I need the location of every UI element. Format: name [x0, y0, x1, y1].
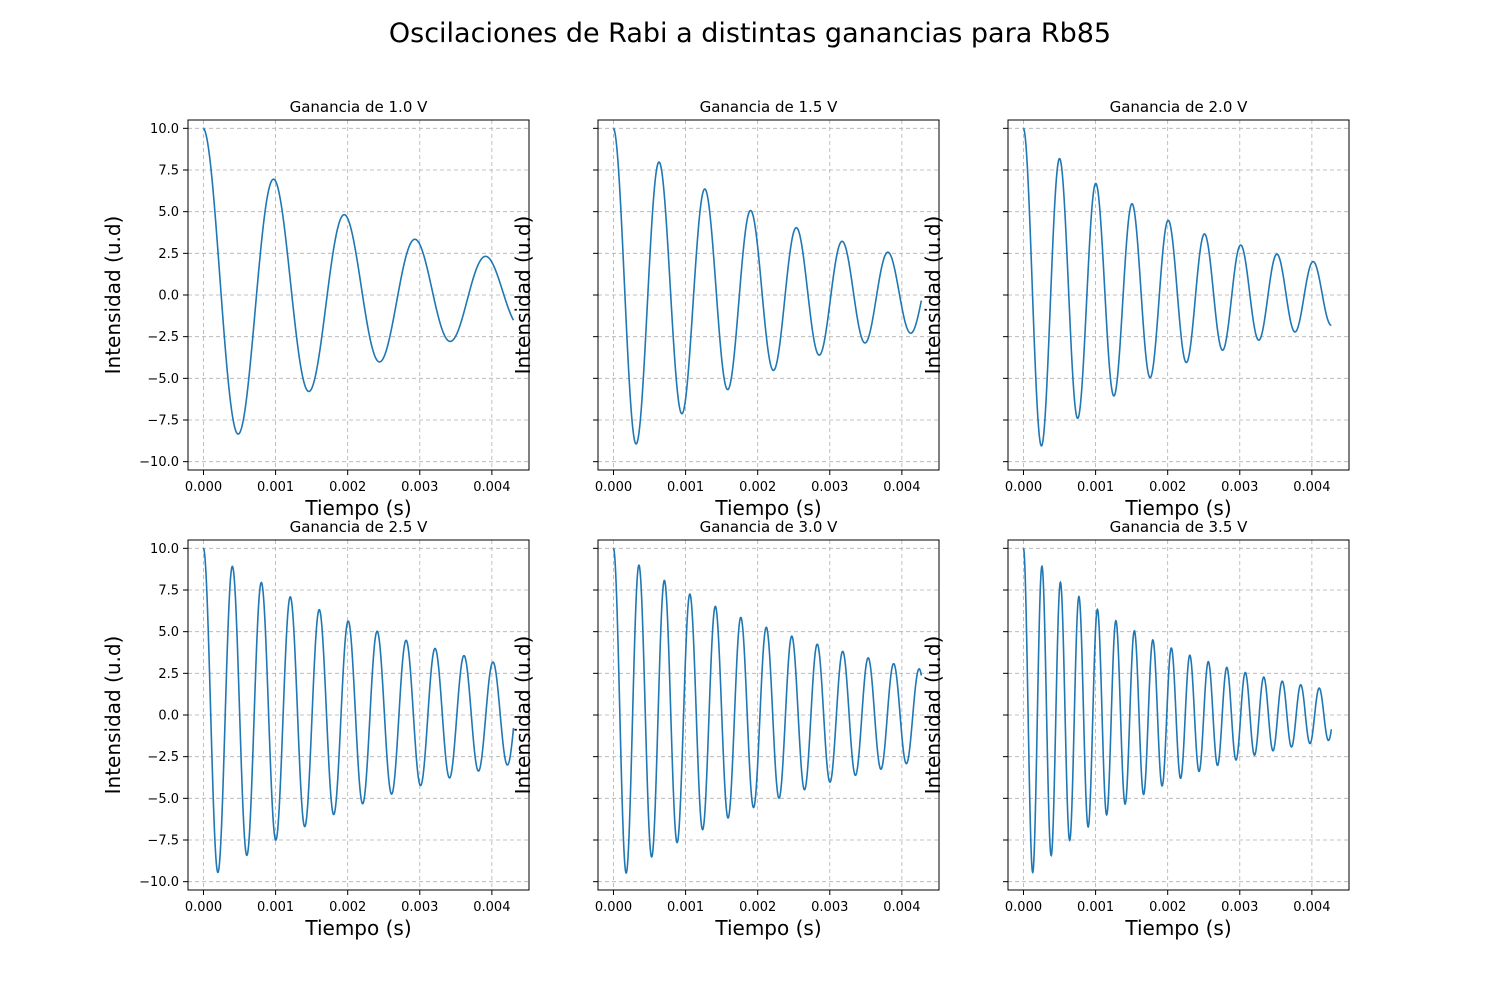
x-tick-label: 0.000 — [595, 900, 632, 915]
subplot-3: 0.000 0.001 0.002 0.003 0.004 Ganancia de 2.0… — [921, 98, 1350, 520]
y-axis-label: Intensidad (u.d) — [511, 216, 535, 375]
subplot-title: Ganancia de 2.0 V — [1110, 98, 1249, 116]
x-tick-label: 0.003 — [401, 900, 438, 915]
x-tick-label: 0.002 — [1149, 900, 1186, 915]
x-tick-label: 0.004 — [883, 480, 920, 495]
x-axis-label: Tiempo (s) — [1124, 916, 1231, 940]
series-line — [612, 127, 923, 445]
x-axis-label: Tiempo (s) — [304, 496, 411, 520]
y-tick-label: −2.5 — [147, 750, 179, 765]
x-tick-label: 0.004 — [1293, 900, 1330, 915]
x-tick-label: 0.000 — [185, 900, 222, 915]
subplot-2: 0.000 0.001 0.002 0.003 0.004 Ganancia de 1.5… — [511, 98, 940, 520]
y-axis-label: Intensidad (u.d) — [101, 216, 125, 375]
subplot-title: Ganancia de 1.0 V — [290, 98, 429, 116]
y-tick-label: 2.5 — [158, 667, 179, 682]
y-tick-label: 5.0 — [158, 205, 179, 220]
x-tick-label: 0.003 — [811, 900, 848, 915]
subplots: 0.000 0.001 0.002 0.003 0.004 10.0 7.5 5.0 2.5 0.… — [101, 98, 1350, 940]
figure-title: Oscilaciones de Rabi a distintas gananci… — [389, 18, 1111, 49]
x-tick-label: 0.002 — [329, 900, 366, 915]
y-tick-label: 7.5 — [158, 164, 179, 179]
x-tick-label: 0.000 — [185, 480, 222, 495]
subplot-5: 0.000 0.001 0.002 0.003 0.004 Ganancia de 3.0… — [511, 518, 940, 940]
series-line — [202, 127, 515, 435]
subplot-title: Ganancia de 3.0 V — [700, 518, 839, 536]
x-tick-label: 0.004 — [473, 480, 510, 495]
x-tick-label: 0.003 — [401, 480, 438, 495]
y-axis-label: Intensidad (u.d) — [921, 216, 945, 375]
x-tick-label: 0.001 — [667, 900, 704, 915]
subplot-title: Ganancia de 3.5 V — [1110, 518, 1249, 536]
series-line — [202, 547, 515, 874]
y-axis-label: Intensidad (u.d) — [921, 636, 945, 795]
x-tick-label: 0.002 — [1149, 480, 1186, 495]
y-tick-label: 5.0 — [158, 625, 179, 640]
y-tick-label: 0.0 — [158, 289, 179, 304]
y-tick-label: 2.5 — [158, 247, 179, 262]
x-axis-label: Tiempo (s) — [714, 916, 821, 940]
series-line — [612, 547, 923, 874]
series-line — [1022, 127, 1332, 447]
series-line — [1022, 548, 1333, 875]
subplot-1: 0.000 0.001 0.002 0.003 0.004 10.0 7.5 5.0 2.5 0.… — [101, 98, 530, 520]
y-axis-label: Intensidad (u.d) — [101, 636, 125, 795]
x-tick-label: 0.003 — [811, 480, 848, 495]
x-tick-label: 0.000 — [1005, 900, 1042, 915]
x-tick-label: 0.002 — [739, 900, 776, 915]
y-tick-label: −2.5 — [147, 330, 179, 345]
x-tick-label: 0.000 — [1005, 480, 1042, 495]
x-tick-label: 0.002 — [329, 480, 366, 495]
y-tick-label: 10.0 — [150, 122, 179, 137]
subplot-6: 0.000 0.001 0.002 0.003 0.004 Ganancia de 3.5… — [921, 518, 1350, 940]
x-tick-label: 0.001 — [667, 480, 704, 495]
y-tick-label: −10.0 — [139, 455, 179, 470]
subplot-4: 0.000 0.001 0.002 0.003 0.004 10.0 7.5 5.0 2.5 0.… — [101, 518, 530, 940]
x-tick-label: 0.002 — [739, 480, 776, 495]
subplot-title: Ganancia de 2.5 V — [290, 518, 429, 536]
subplot-title: Ganancia de 1.5 V — [700, 98, 839, 116]
y-tick-label: −5.0 — [147, 372, 179, 387]
y-tick-label: 0.0 — [158, 709, 179, 724]
x-tick-label: 0.004 — [1293, 480, 1330, 495]
x-tick-label: 0.004 — [473, 900, 510, 915]
x-tick-label: 0.000 — [595, 480, 632, 495]
x-axis-label: Tiempo (s) — [714, 496, 821, 520]
y-axis-label: Intensidad (u.d) — [511, 636, 535, 795]
y-tick-label: −5.0 — [147, 792, 179, 807]
x-tick-label: 0.001 — [1077, 900, 1114, 915]
y-tick-label: −10.0 — [139, 875, 179, 890]
y-tick-label: 10.0 — [150, 542, 179, 557]
x-axis-label: Tiempo (s) — [304, 916, 411, 940]
y-tick-label: 7.5 — [158, 584, 179, 599]
x-tick-label: 0.003 — [1221, 480, 1258, 495]
x-tick-label: 0.001 — [257, 480, 294, 495]
y-tick-label: −7.5 — [147, 414, 179, 429]
y-tick-label: −7.5 — [147, 834, 179, 849]
x-axis-label: Tiempo (s) — [1124, 496, 1231, 520]
x-tick-label: 0.004 — [883, 900, 920, 915]
x-tick-label: 0.001 — [1077, 480, 1114, 495]
x-tick-label: 0.001 — [257, 900, 294, 915]
x-tick-label: 0.003 — [1221, 900, 1258, 915]
